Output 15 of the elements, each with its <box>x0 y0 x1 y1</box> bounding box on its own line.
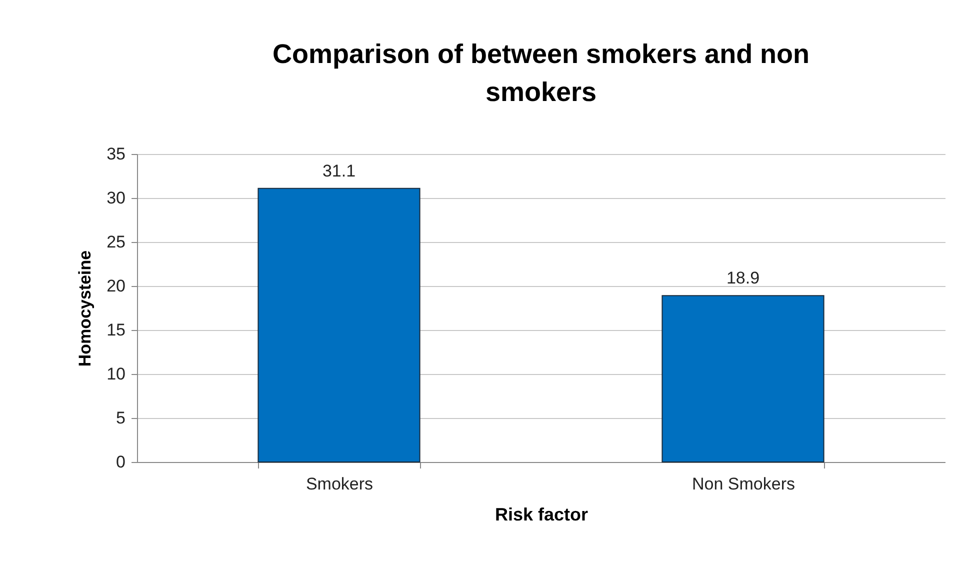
chart-title: Comparison of between smokers and non smokers <box>272 39 810 107</box>
y-tick-label: 20 <box>106 276 126 296</box>
y-tick-label: 5 <box>116 408 126 428</box>
y-tick-label: 15 <box>106 320 126 340</box>
x-tick-label: Smokers <box>306 474 374 494</box>
x-tick-label: Non Smokers <box>692 474 795 494</box>
data-label: 31.1 <box>322 161 356 180</box>
y-tick-label: 0 <box>116 452 126 472</box>
y-tick-label: 30 <box>106 188 126 208</box>
y-tick-label: 10 <box>106 364 126 384</box>
y-tick-label: 25 <box>106 232 126 252</box>
data-label: 18.9 <box>726 268 760 288</box>
y-tick-label: 35 <box>106 144 126 164</box>
y-axis-title: Homocysteine <box>76 250 95 367</box>
x-axis-title: Risk factor <box>494 504 588 524</box>
